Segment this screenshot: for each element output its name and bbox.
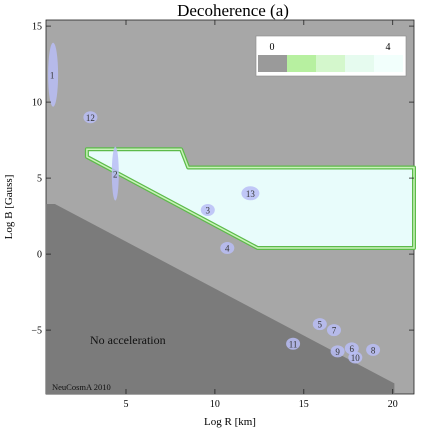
source-label-12: 12 — [86, 113, 95, 123]
source-marker-1 — [48, 42, 59, 107]
source-label-2: 2 — [113, 170, 118, 180]
x-tick-label-20: 20 — [388, 399, 398, 410]
y-tick-label-10: 10 — [32, 98, 42, 109]
source-marker-11 — [286, 337, 301, 350]
source-label-8: 8 — [371, 345, 376, 355]
y-tick-label-0: 0 — [37, 250, 42, 261]
no-acceleration-region — [46, 204, 395, 394]
source-marker-9 — [330, 345, 345, 358]
legend: 0 4 — [255, 35, 407, 77]
legend-swatch-4 — [345, 55, 374, 72]
source-marker-13 — [241, 186, 260, 201]
source-label-13: 13 — [246, 189, 256, 199]
source-marker-7 — [327, 324, 341, 337]
legend-swatch-5 — [374, 55, 403, 72]
source-label-3: 3 — [206, 206, 211, 216]
x-tick-label-5: 5 — [124, 399, 129, 410]
chart-title: Decoherence (a) — [177, 1, 289, 20]
y-tick-label-15: 15 — [32, 22, 42, 33]
source-marker-12 — [83, 111, 98, 124]
legend-swatches — [258, 55, 403, 72]
x-axis-label: Log R [km] — [204, 416, 256, 428]
source-label-1: 1 — [50, 71, 55, 81]
y-tick-label--5: −5 — [31, 326, 42, 337]
source-marker-5 — [312, 318, 327, 331]
legend-swatch-3 — [316, 55, 345, 72]
source-label-6: 6 — [350, 344, 355, 354]
source-label-5: 5 — [318, 320, 323, 330]
annotation-no-acceleration: No acceleration — [90, 333, 166, 347]
source-marker-10 — [348, 351, 363, 364]
source-label-7: 7 — [332, 326, 337, 336]
source-label-10: 10 — [351, 353, 361, 363]
legend-swatch-2 — [287, 55, 316, 72]
source-marker-2 — [111, 146, 119, 201]
legend-tick-low: 0 — [270, 42, 275, 53]
annotation-credit: NeuCosmA 2010 — [52, 382, 111, 392]
y-tick-label-5: 5 — [37, 174, 42, 185]
source-label-11: 11 — [289, 339, 298, 349]
x-tick-label-15: 15 — [299, 399, 309, 410]
source-label-9: 9 — [335, 347, 340, 357]
source-marker-3 — [200, 204, 215, 216]
source-marker-4 — [220, 242, 235, 254]
source-marker-8 — [366, 343, 381, 356]
legend-swatch-1 — [258, 55, 287, 72]
source-label-4: 4 — [225, 244, 230, 254]
legend-tick-high: 4 — [386, 42, 391, 53]
y-axis-label: Log B [Gauss] — [3, 175, 15, 240]
x-tick-label-10: 10 — [210, 399, 220, 410]
source-marker-6 — [344, 342, 359, 355]
